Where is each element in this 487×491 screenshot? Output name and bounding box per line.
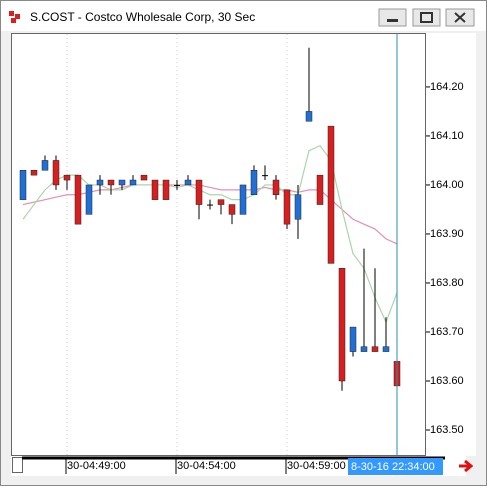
candle-body (228, 204, 236, 215)
candle-body (207, 204, 213, 206)
candle-body (63, 174, 71, 181)
candle-body (162, 179, 170, 200)
y-tick-label: 163.50 (430, 424, 464, 436)
moving-average-line (22, 184, 398, 245)
candle-body (129, 179, 137, 186)
candle-body (107, 179, 115, 186)
plot-area (11, 33, 426, 456)
candle-body (96, 179, 104, 186)
scroll-arrow[interactable] (459, 459, 474, 473)
candle-body (41, 160, 49, 171)
candle-body (239, 184, 247, 215)
moving-average-line (22, 145, 398, 324)
x-tick-label: 30-04:59:00 (287, 460, 346, 472)
candle-body (305, 111, 313, 122)
candle-body (371, 346, 379, 352)
candle-body (30, 169, 38, 176)
candle-body (360, 346, 368, 352)
candle-body (294, 194, 302, 220)
y-tick-label: 163.60 (430, 375, 464, 387)
minimize-button[interactable] (378, 8, 407, 27)
y-axis-area (426, 33, 476, 456)
y-tick-label: 163.90 (430, 228, 464, 240)
maximize-button[interactable] (412, 8, 441, 27)
candle-body (140, 174, 148, 181)
candle-body (262, 175, 268, 177)
candle-body (338, 268, 346, 382)
app-icon (9, 11, 20, 23)
candle-body (382, 346, 390, 352)
candle-body (85, 184, 93, 215)
chart-layer: 163.50 163.60 163.70 163.80 163.90 164.00 164.… (19, 34, 464, 475)
close-button[interactable] (445, 8, 475, 27)
candle-body (327, 125, 335, 264)
y-tick-label: 163.80 (430, 277, 464, 289)
candle-body (74, 174, 82, 225)
candle-body (272, 179, 280, 196)
candle-body (316, 174, 324, 205)
candle-body (250, 169, 258, 196)
y-tick-label: 164.00 (430, 179, 464, 191)
window-title: S.COST - Costco Wholesale Corp, 30 Sec (30, 10, 255, 24)
x-tick-label: 30-04:49:00 (67, 460, 126, 472)
candle-body (184, 179, 192, 186)
candle-body (151, 179, 159, 200)
x-tick-label: 30-04:54:00 (177, 460, 236, 472)
candle-body (174, 184, 180, 186)
candle-body (195, 179, 203, 205)
cursor-label: 8-30-16 22:34:00 (351, 461, 435, 473)
candle-body (349, 326, 357, 352)
y-tick-label: 164.20 (430, 81, 464, 93)
candle-body (217, 199, 225, 205)
candle-body (118, 179, 126, 186)
cursor-label-bg (348, 458, 443, 475)
candle-body (283, 189, 291, 225)
candle-body (19, 169, 27, 200)
y-tick-label: 163.70 (430, 326, 464, 338)
y-tick-label: 164.10 (430, 130, 464, 142)
candle-body (52, 160, 60, 186)
scroll-box[interactable] (12, 457, 23, 473)
